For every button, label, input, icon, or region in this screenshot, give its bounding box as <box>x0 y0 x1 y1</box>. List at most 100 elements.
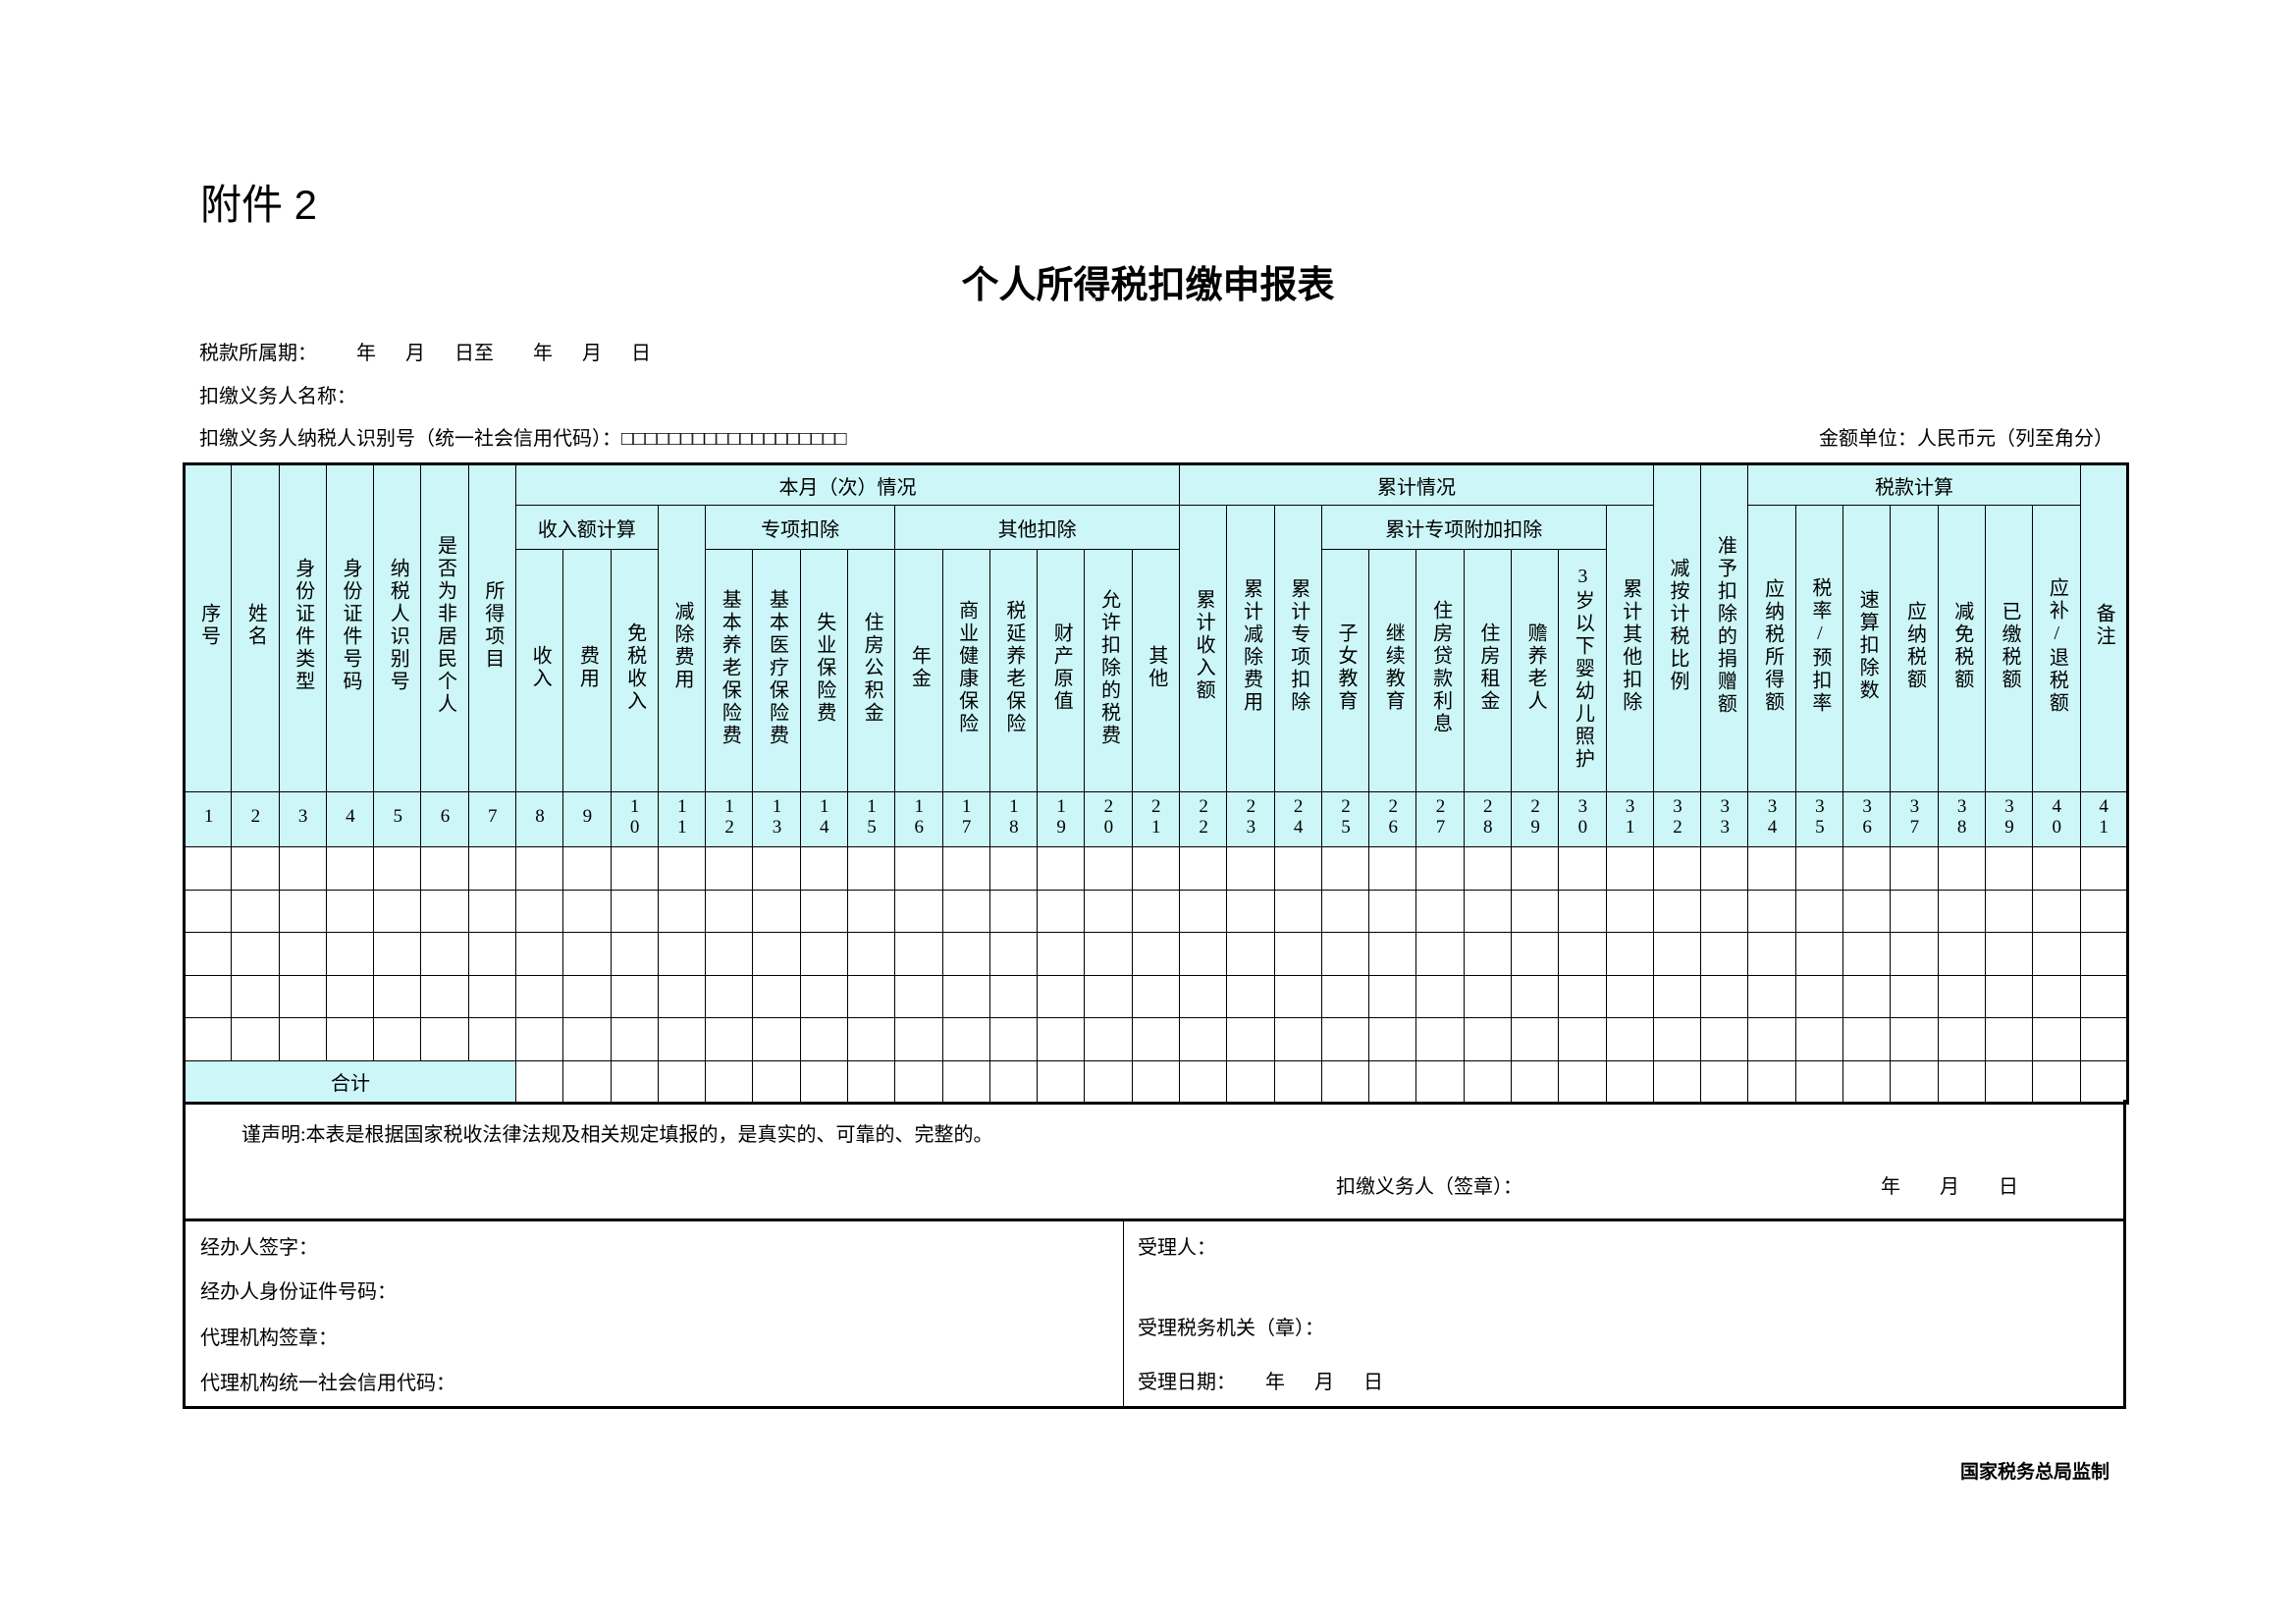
data-cell <box>2079 889 2128 933</box>
supervisor: 国家税务总局监制 <box>1959 1462 2109 1483</box>
header-label: 年金 <box>908 645 931 690</box>
data-cell <box>941 974 990 1018</box>
header-label: 收入额计算 <box>537 518 636 541</box>
data-cell <box>1415 846 1465 891</box>
header-row: 收入额计算 减除费用 专项扣除 其他扣除 累计收入额 累计减除费用 累计专项扣除 累计专项附加… <box>185 505 2128 792</box>
data-cell <box>1320 932 1370 976</box>
number-cell: 5 <box>373 791 422 847</box>
data-cell <box>1226 974 1275 1018</box>
data-cell <box>1084 932 1133 976</box>
data-cell <box>1605 1017 1654 1061</box>
number-cell: 41 <box>2079 791 2128 847</box>
data-cell <box>1652 846 1702 891</box>
column-number: 30 <box>1572 795 1593 838</box>
data-cell <box>988 1017 1039 1061</box>
data-row <box>183 1017 2128 1061</box>
agency-code: 代理机构统一社会信用代码： <box>200 1373 455 1394</box>
number-cell: 25 <box>1320 791 1370 847</box>
header-cell: 基本养老保险费 <box>705 549 754 792</box>
data-row <box>183 932 2128 976</box>
number-cell: 15 <box>846 791 896 847</box>
total-cell <box>1842 1059 1892 1104</box>
data-cell <box>278 846 327 891</box>
header-label: 应补/退税额 <box>2046 576 2068 715</box>
number-cell: 7 <box>467 791 516 847</box>
total-cell <box>1890 1059 1939 1104</box>
number-cell: 17 <box>941 791 990 847</box>
total-cell <box>752 1059 801 1104</box>
number-cell: 3 <box>278 791 327 847</box>
data-cell <box>1984 889 2034 933</box>
header-cell: 应纳税额 <box>1890 505 1939 792</box>
data-cell <box>941 1017 990 1061</box>
data-cell <box>1558 932 1607 976</box>
column-number: 9 <box>576 806 598 827</box>
number-cell: 19 <box>1037 791 1086 847</box>
data-cell <box>1652 1017 1702 1061</box>
data-cell <box>1605 974 1654 1018</box>
data-cell <box>1937 1017 1986 1061</box>
header-cell: 已缴税额 <box>1984 505 2034 792</box>
total-cell <box>988 1059 1039 1104</box>
header-label: 累计专项附加扣除 <box>1385 518 1543 541</box>
header-label: 累计其他扣除 <box>1619 577 1641 714</box>
data-cell <box>562 932 612 976</box>
data-cell <box>1605 889 1654 933</box>
data-cell <box>325 889 375 933</box>
data-cell <box>562 889 612 933</box>
header-cell: 准予扣除的捐赠额 <box>1700 463 1749 792</box>
data-cell <box>1842 932 1892 976</box>
data-cell <box>420 846 469 891</box>
data-cell <box>1463 974 1513 1018</box>
header-label: 收入 <box>529 645 552 690</box>
header-label: 累计情况 <box>1376 476 1456 499</box>
data-cell <box>231 974 280 1018</box>
total-cell <box>1510 1059 1560 1104</box>
column-number: 12 <box>719 795 740 838</box>
column-number: 29 <box>1524 795 1546 838</box>
header-label: 其他 <box>1145 645 1167 690</box>
header-label: 费用 <box>576 645 599 690</box>
data-cell <box>1558 1017 1607 1061</box>
data-cell <box>1037 1017 1086 1061</box>
column-number: 11 <box>671 795 693 838</box>
column-number: 41 <box>2093 795 2114 838</box>
header-cell: 速算扣除数 <box>1842 505 1892 792</box>
column-number: 2 <box>244 806 266 827</box>
total-cell <box>610 1059 659 1104</box>
data-cell <box>1605 932 1654 976</box>
data-row <box>183 889 2128 933</box>
header-label: 减按计税比例 <box>1667 558 1689 693</box>
data-cell <box>278 889 327 933</box>
data-cell <box>562 846 612 891</box>
column-number: 34 <box>1762 795 1784 838</box>
data-cell <box>467 932 516 976</box>
header-cell: 应纳税所得额 <box>1747 505 1796 792</box>
number-cell: 29 <box>1510 791 1560 847</box>
data-cell <box>467 889 516 933</box>
number-cell: 30 <box>1558 791 1607 847</box>
header-cell: 允许扣除的税费 <box>1084 549 1133 792</box>
data-cell <box>846 932 896 976</box>
agent-id: 经办人身份证件号码： <box>200 1281 397 1303</box>
column-number: 16 <box>908 795 930 838</box>
withholder-id: 扣缴义务人纳税人识别号（统一社会信用代码）：□□□□□□□□□□□□□□□□□□… <box>199 428 847 450</box>
number-cell: 18 <box>988 791 1039 847</box>
data-cell <box>752 932 801 976</box>
data-cell <box>610 889 659 933</box>
data-cell <box>1890 889 1939 933</box>
column-number: 38 <box>1951 795 1973 838</box>
data-cell <box>705 932 754 976</box>
number-cell: 35 <box>1794 791 1844 847</box>
header-label: 姓名 <box>244 603 267 648</box>
header-label: 累计收入额 <box>1193 589 1215 702</box>
data-cell <box>894 846 943 891</box>
header-cell: 税延养老保险 <box>988 549 1039 792</box>
header-label: 所得项目 <box>481 580 504 671</box>
data-cell <box>373 889 422 933</box>
data-cell <box>1037 846 1086 891</box>
data-cell <box>1937 889 1986 933</box>
data-cell <box>799 889 848 933</box>
column-number: 32 <box>1667 795 1688 838</box>
header-label: 纳税人识别号 <box>387 558 409 693</box>
